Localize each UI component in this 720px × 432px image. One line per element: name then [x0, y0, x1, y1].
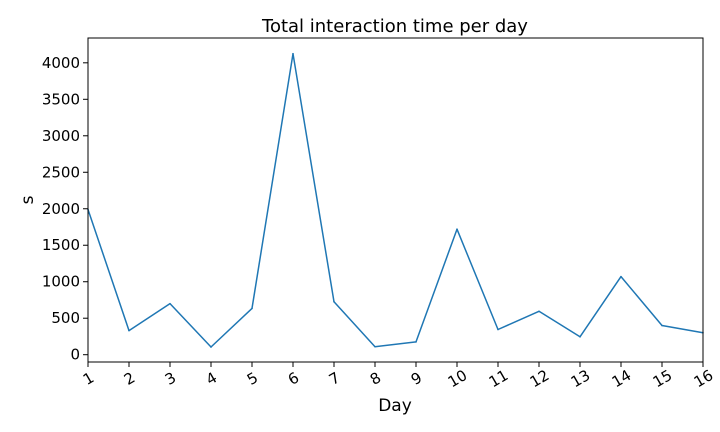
y-tick-label: 4000 — [42, 54, 80, 72]
y-tick-label: 1500 — [42, 236, 80, 254]
y-tick-label: 3000 — [42, 127, 80, 145]
y-tick-label: 2500 — [42, 163, 80, 181]
y-tick-label: 3500 — [42, 90, 80, 108]
x-tick-label: 12 — [527, 366, 553, 391]
data-point — [292, 52, 294, 55]
x-tick-label: 10 — [445, 366, 471, 391]
x-axis-label: Day — [378, 396, 412, 416]
y-tick-label: 0 — [70, 346, 80, 364]
x-tick-label: 11 — [486, 366, 512, 391]
x-tick-label: 8 — [367, 368, 384, 388]
data-point — [661, 324, 663, 327]
x-tick-label: 4 — [203, 368, 220, 388]
y-tick-label: 1000 — [42, 273, 80, 291]
data-point — [374, 345, 376, 348]
data-point — [620, 275, 622, 278]
x-tick-label: 9 — [408, 368, 425, 388]
x-tick-label: 7 — [326, 368, 343, 388]
data-point — [169, 302, 171, 305]
y-tick-label: 2000 — [42, 200, 80, 218]
x-tick-label: 13 — [568, 366, 594, 391]
x-tick-label: 15 — [650, 366, 676, 391]
data-point — [415, 341, 417, 343]
x-tick-label: 16 — [691, 366, 717, 391]
y-tick-label: 500 — [51, 309, 80, 327]
data-point — [456, 228, 458, 230]
data-series-line — [87, 52, 704, 348]
data-point — [251, 307, 253, 310]
x-tick-label: 1 — [80, 368, 97, 388]
plot-frame — [87, 37, 704, 363]
x-tick-label: 14 — [609, 366, 635, 391]
chart-title: Total interaction time per day — [261, 16, 528, 37]
x-tick-label: 2 — [121, 368, 138, 388]
data-point — [579, 336, 581, 338]
x-tick-label: 5 — [244, 368, 261, 388]
data-point — [538, 310, 540, 313]
data-point — [210, 346, 212, 348]
data-point — [128, 329, 130, 332]
y-axis-label: s — [18, 195, 38, 204]
data-point — [497, 328, 499, 331]
x-tick-label: 6 — [285, 368, 302, 388]
x-tick-label: 3 — [162, 368, 179, 388]
data-point — [333, 300, 335, 303]
